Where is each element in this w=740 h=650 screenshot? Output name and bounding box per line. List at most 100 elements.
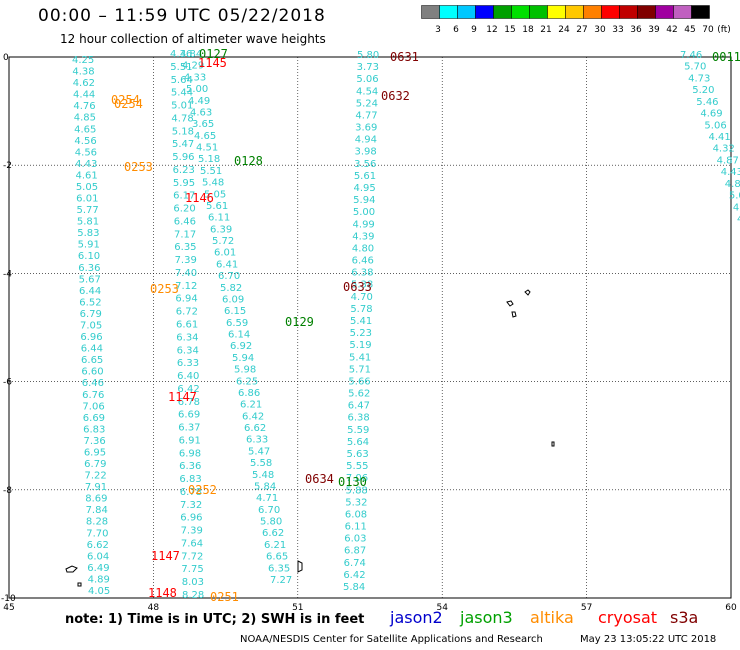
colorbar-label: 36 [630, 25, 642, 35]
swh-value: 8.03 [182, 577, 204, 588]
swh-value: 6.40 [177, 371, 199, 382]
swh-value: 7.46 [680, 50, 702, 61]
colorbar-label: 21 [540, 25, 551, 35]
swh-value: 7.39 [181, 526, 203, 537]
swh-value: 6.94 [175, 294, 197, 305]
swh-value: 4.69 [700, 109, 722, 120]
swh-value: 7.22 [85, 471, 107, 482]
colorbar-label: 45 [684, 25, 695, 35]
pass-time-label: 0011 [712, 50, 740, 64]
swh-value: 6.01 [76, 194, 98, 205]
pass-time-label: 0252 [188, 483, 217, 497]
swh-value: 4.76 [73, 101, 95, 112]
swh-value: 6.47 [348, 401, 370, 412]
swh-value: 6.42 [242, 411, 264, 422]
y-tick-label: -2 [3, 161, 12, 171]
swh-value: 5.59 [347, 425, 369, 436]
swh-value: 4.85 [74, 113, 96, 124]
swh-value: 5.41 [349, 352, 371, 363]
pass-time-label: 0254 [111, 93, 140, 107]
swh-value: 5.00 [186, 84, 208, 95]
swh-value: 7.12 [175, 281, 197, 292]
swh-value: 7.32 [180, 500, 202, 511]
swh-value: 6.25 [236, 376, 258, 387]
swh-value: 6.11 [208, 213, 230, 224]
timestamp-text: May 23 13:05:22 UTC 2018 [580, 634, 717, 645]
swh-value: 6.65 [81, 355, 103, 366]
swh-value: 5.32 [345, 497, 367, 508]
swh-value: 4.36 [170, 49, 192, 60]
swh-value: 6.74 [344, 558, 366, 569]
swh-value: 6.38 [347, 413, 369, 424]
swh-value: 4.94 [355, 135, 377, 146]
swh-value: 7.40 [175, 268, 197, 279]
swh-value: 4.43 [75, 159, 97, 170]
swh-value: 7.36 [83, 436, 105, 447]
swh-value: 8.69 [85, 494, 107, 505]
swh-value: 5.51 [170, 62, 192, 73]
swh-value: 7.27 [270, 575, 292, 586]
pass-time-label: 0633 [343, 280, 372, 294]
swh-value: 4.49 [188, 96, 210, 107]
swh-value: 5.06 [704, 120, 726, 131]
y-tick-label: 0 [3, 53, 9, 63]
swh-value: 6.42 [177, 384, 199, 395]
island-outline [551, 441, 555, 447]
swh-value: 3.73 [357, 62, 379, 73]
y-tick-label: -6 [3, 378, 12, 388]
swh-value: 5.62 [348, 389, 370, 400]
swh-value: 6.09 [222, 294, 244, 305]
x-tick-label: 51 [292, 603, 303, 613]
swh-value: 6.39 [210, 224, 232, 235]
island-outline [524, 289, 531, 296]
swh-value: 5.67 [79, 274, 101, 285]
credit-text: NOAA/NESDIS Center for Satellite Applica… [240, 634, 543, 645]
pass-time-label: 1147 [168, 390, 197, 404]
swh-value: 4.05 [88, 586, 110, 597]
swh-value: 5.55 [346, 461, 368, 472]
swh-value: 5.48 [252, 470, 274, 481]
swh-value: 6.35 [174, 242, 196, 253]
swh-value: 5.71 [349, 364, 371, 375]
colorbar-label: 15 [504, 25, 515, 35]
swh-value: 6.62 [244, 423, 266, 434]
swh-value: 6.44 [79, 286, 101, 297]
swh-value: 6.10 [78, 251, 100, 262]
swh-value: 6.44 [81, 344, 103, 355]
map-title: 00:00 – 11:59 UTC 05/22/2018 [38, 6, 326, 26]
swh-value: 6.62 [87, 540, 109, 551]
swh-value: 6.41 [216, 259, 238, 270]
swh-value: 5.96 [172, 152, 194, 163]
swh-value: 4.89 [88, 574, 110, 585]
swh-value: 4.61 [75, 170, 97, 181]
swh-value: 5.70 [684, 62, 706, 73]
colorbar-label: (ft) [717, 25, 731, 35]
swh-value: 4.94 [733, 202, 740, 213]
swh-value: 5.81 [77, 217, 99, 228]
swh-value: 4.56 [74, 136, 96, 147]
swh-value: 6.78 [180, 487, 202, 498]
swh-value: 6.65 [266, 552, 288, 563]
swh-value: 6.98 [179, 448, 201, 459]
swh-value: 5.66 [348, 376, 370, 387]
swh-value: 6.38 [351, 268, 373, 279]
swh-value: 6.46 [352, 256, 374, 267]
legend-cryosat: cryosat [598, 608, 658, 627]
x-tick-label: 54 [436, 603, 448, 613]
swh-value: 6.79 [80, 309, 102, 320]
island-outline [297, 560, 303, 573]
swh-value: 5.94 [353, 195, 375, 206]
swh-value: 5.72 [212, 236, 234, 247]
swh-colorbar: 3 6 9 12 15 18 21 24 27 30 33 36 39 42 45 70 (ft) [421, 5, 731, 35]
swh-value: 4.41 [709, 132, 731, 143]
swh-value: 6.86 [238, 388, 260, 399]
pass-time-label: 0253 [124, 160, 153, 174]
pass-time-label: 0127 [199, 47, 228, 61]
colorbar-label: 3 [435, 25, 441, 35]
map-frame [8, 56, 732, 599]
colorbar-label: 30 [594, 25, 606, 35]
swh-value: 5.06 [356, 74, 378, 85]
swh-value: 4.65 [194, 131, 216, 142]
swh-value: 6.23 [173, 165, 195, 176]
x-tick-label: 57 [581, 603, 592, 613]
